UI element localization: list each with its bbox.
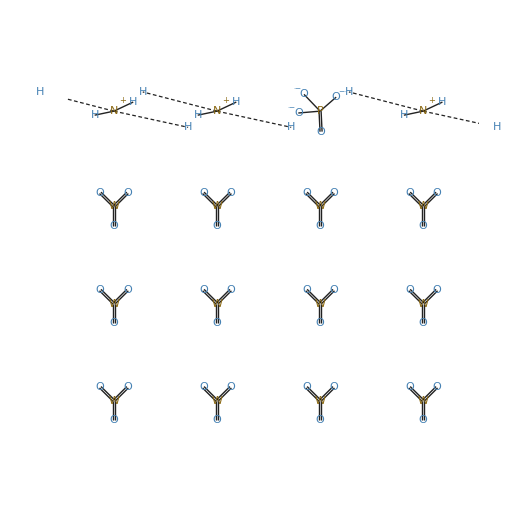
Text: W: W: [212, 396, 222, 406]
Text: H: H: [232, 97, 240, 107]
Text: O: O: [302, 285, 311, 295]
Text: H: H: [129, 97, 137, 107]
Text: H: H: [36, 87, 44, 97]
Text: H: H: [438, 97, 447, 107]
Text: O: O: [123, 285, 132, 295]
Text: O: O: [329, 382, 338, 392]
Text: W: W: [418, 201, 429, 212]
Text: O: O: [315, 221, 325, 231]
Text: H: H: [493, 122, 502, 132]
Text: H: H: [194, 110, 202, 120]
Text: W: W: [109, 396, 119, 406]
Text: +: +: [119, 96, 126, 105]
Text: O: O: [213, 221, 221, 231]
Text: ·−: ·−: [293, 86, 302, 92]
Text: O: O: [213, 415, 221, 425]
Text: −·: −·: [339, 89, 347, 95]
Text: O: O: [110, 415, 118, 425]
Text: O: O: [226, 285, 235, 295]
Text: H: H: [184, 122, 192, 132]
Text: O: O: [226, 188, 235, 198]
Text: O: O: [96, 188, 105, 198]
Text: O: O: [199, 382, 207, 392]
Text: N: N: [110, 106, 118, 116]
Text: O: O: [300, 89, 309, 99]
Text: P: P: [317, 106, 323, 116]
Text: O: O: [123, 382, 132, 392]
Text: O: O: [329, 285, 338, 295]
Text: H: H: [90, 110, 99, 120]
Text: O: O: [433, 188, 441, 198]
Text: O: O: [315, 415, 325, 425]
Text: O: O: [199, 188, 207, 198]
Text: W: W: [212, 298, 222, 309]
Text: W: W: [109, 201, 119, 212]
Text: O: O: [433, 382, 441, 392]
Text: W: W: [314, 201, 326, 212]
Text: W: W: [418, 396, 429, 406]
Text: O: O: [96, 382, 105, 392]
Text: W: W: [418, 298, 429, 309]
Text: O: O: [405, 188, 414, 198]
Text: O: O: [419, 318, 428, 328]
Text: O: O: [433, 285, 441, 295]
Text: O: O: [329, 188, 338, 198]
Text: O: O: [317, 127, 326, 137]
Text: O: O: [110, 318, 118, 328]
Text: O: O: [405, 382, 414, 392]
Text: ·−: ·−: [288, 105, 296, 111]
Text: O: O: [123, 188, 132, 198]
Text: O: O: [199, 285, 207, 295]
Text: O: O: [226, 382, 235, 392]
Text: W: W: [314, 396, 326, 406]
Text: O: O: [419, 221, 428, 231]
Text: O: O: [302, 382, 311, 392]
Text: O: O: [315, 318, 325, 328]
Text: W: W: [109, 298, 119, 309]
Text: O: O: [96, 285, 105, 295]
Text: O: O: [110, 221, 118, 231]
Text: O: O: [405, 285, 414, 295]
Text: H: H: [400, 110, 408, 120]
Text: O: O: [302, 188, 311, 198]
Text: N: N: [419, 106, 427, 116]
Text: H: H: [139, 87, 147, 97]
Text: H: H: [287, 122, 295, 132]
Text: +: +: [428, 96, 435, 105]
Text: W: W: [314, 298, 326, 309]
Text: O: O: [213, 318, 221, 328]
Text: O: O: [419, 415, 428, 425]
Text: +: +: [222, 96, 229, 105]
Text: O: O: [332, 92, 340, 102]
Text: H: H: [345, 87, 353, 97]
Text: N: N: [213, 106, 221, 116]
Text: W: W: [212, 201, 222, 212]
Text: O: O: [294, 108, 303, 118]
